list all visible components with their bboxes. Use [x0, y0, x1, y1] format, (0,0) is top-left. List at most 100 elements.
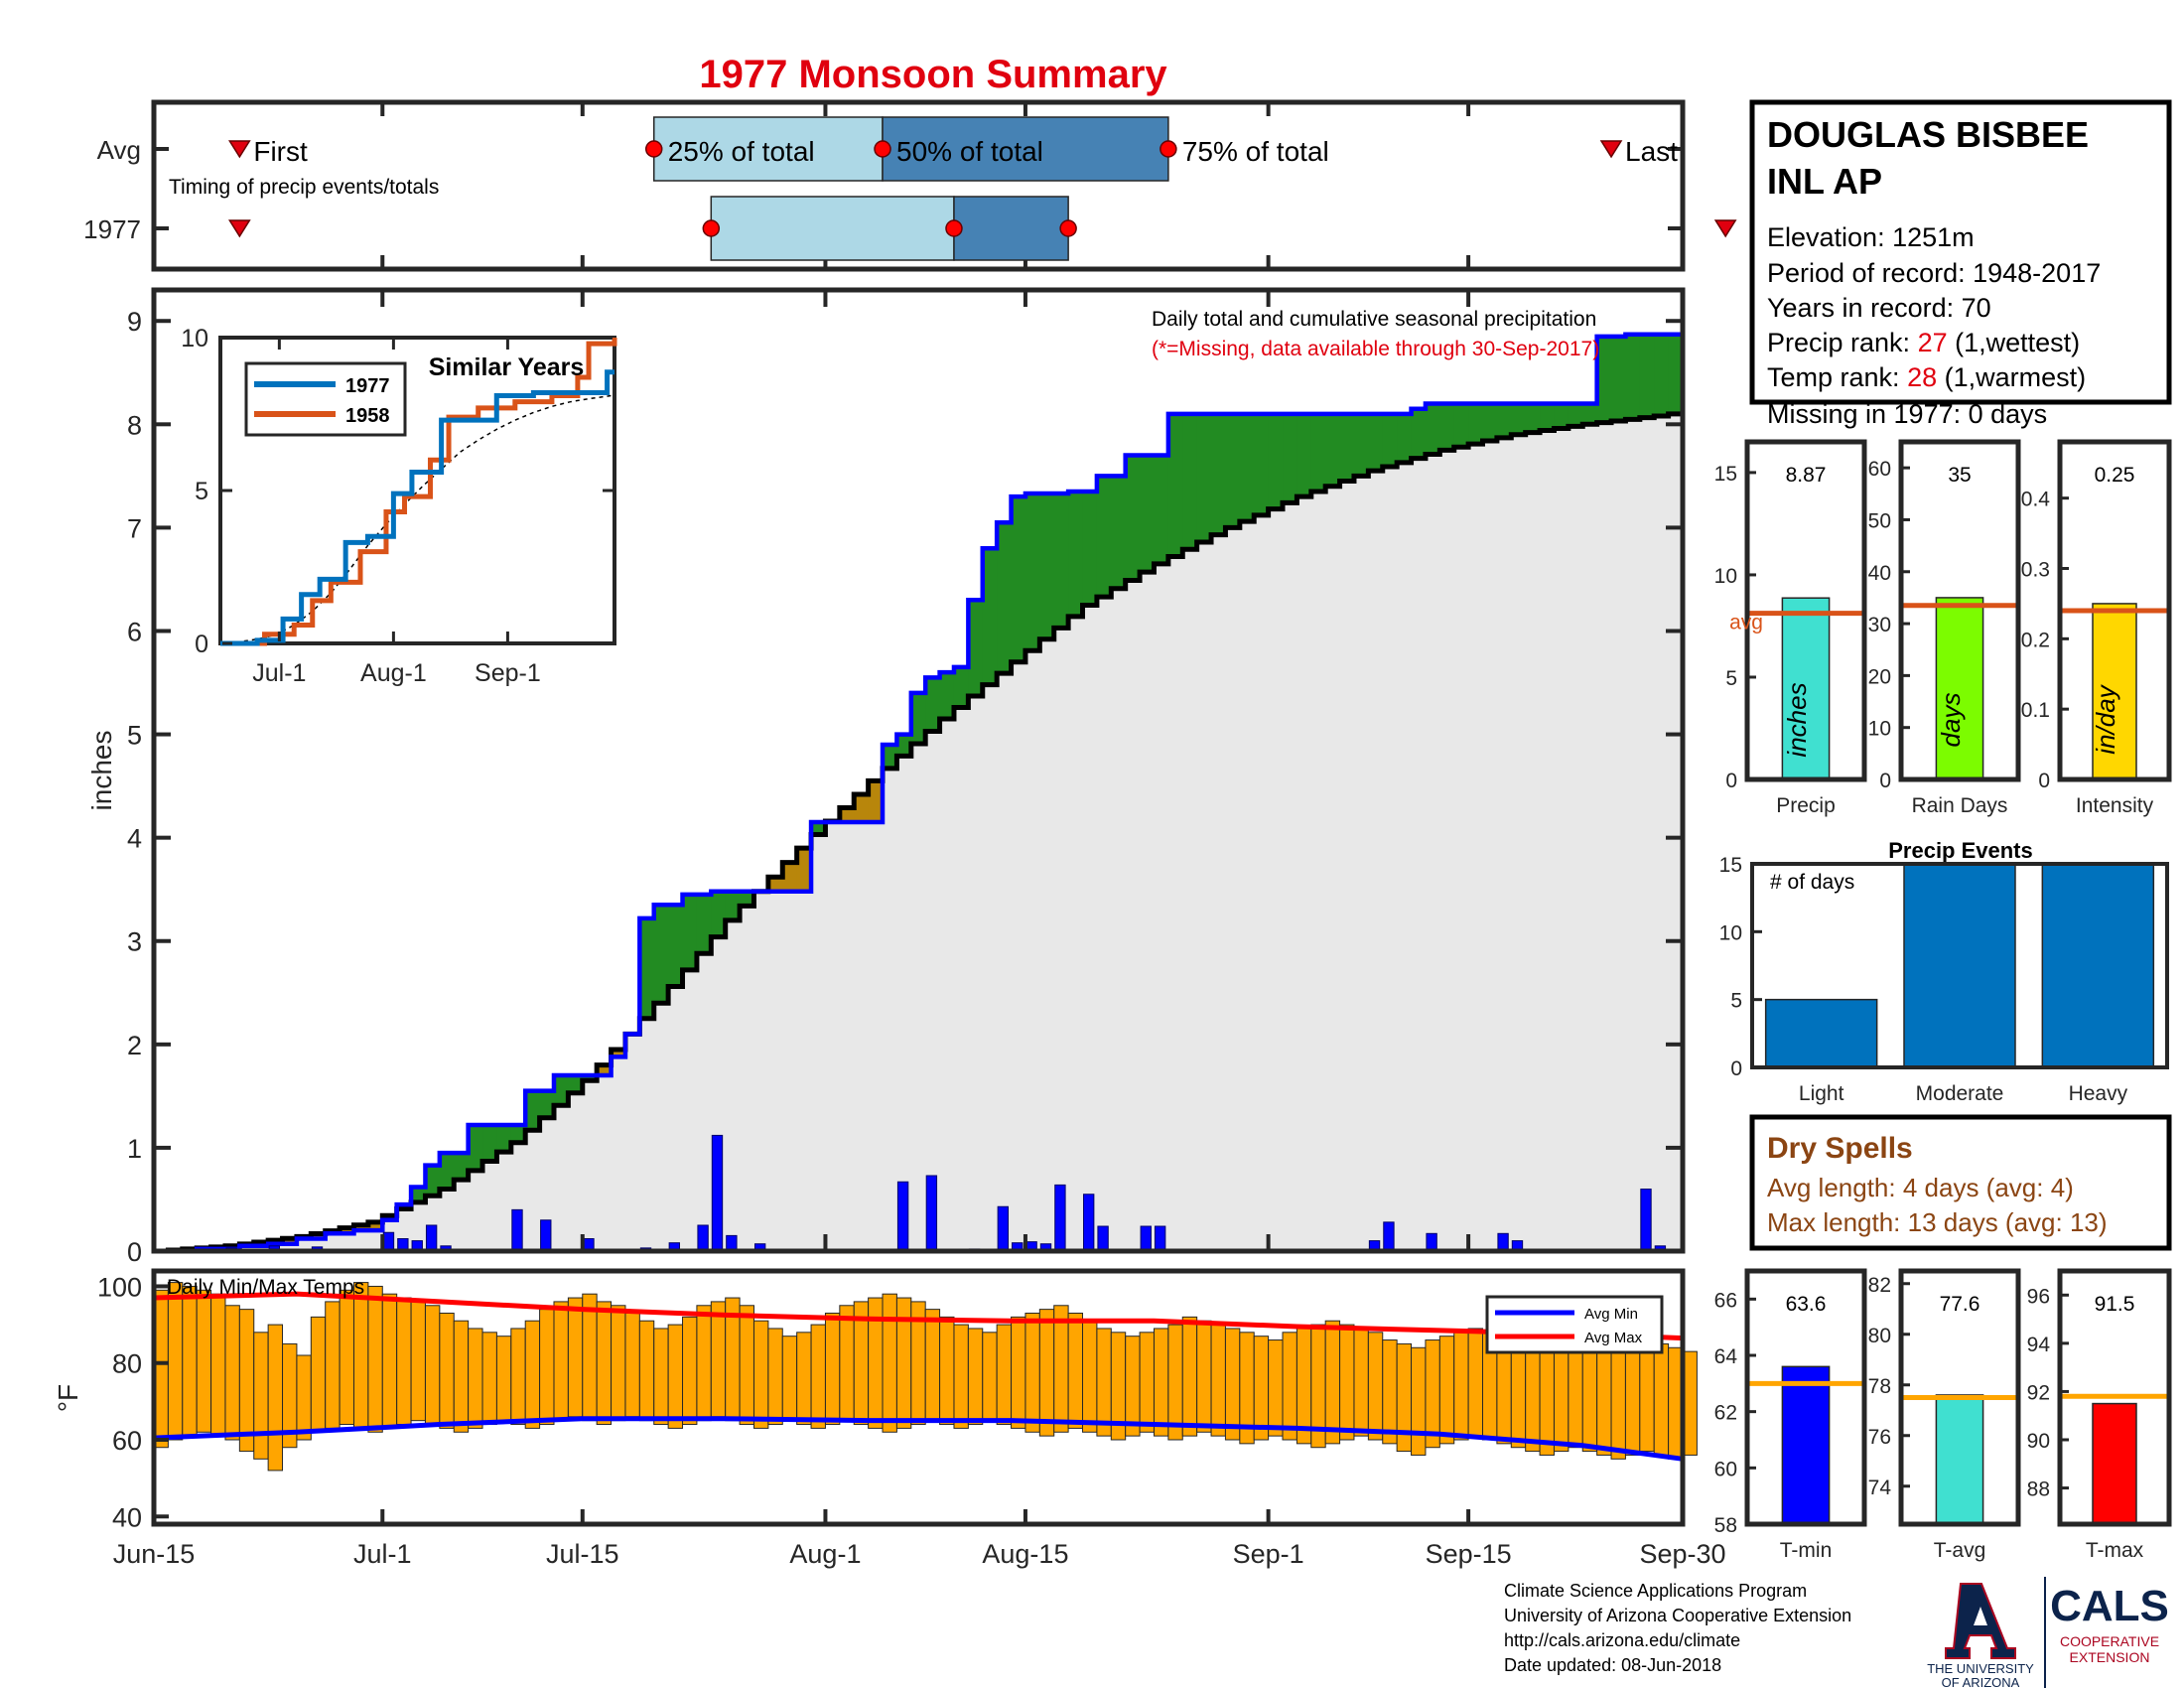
wetter-than-avg-segment — [1254, 413, 1270, 515]
timing-row-year-label: 1977 — [83, 214, 141, 244]
daily-temp-range-bar — [1639, 1339, 1655, 1453]
precip-total-unit: inches — [1782, 682, 1812, 757]
daily-temp-range-bar — [696, 1305, 712, 1422]
wetter-than-avg-segment — [682, 894, 698, 970]
wetter-than-avg-segment — [982, 548, 998, 685]
daily-temp-range-bar — [296, 1354, 312, 1441]
daily-temp-range-bar — [210, 1293, 226, 1437]
wetter-than-avg-segment — [1353, 413, 1369, 477]
daily-temp-range-bar — [267, 1324, 284, 1472]
wetter-than-avg-segment — [1397, 413, 1413, 463]
precip-series — [154, 332, 1686, 1254]
daily-temp-range-bar — [510, 1328, 526, 1426]
wetter-than-avg-segment — [668, 905, 684, 987]
timing-box-25-50 — [652, 116, 884, 182]
intensity-tick-label: 0.3 — [2021, 559, 2050, 582]
daily-temp-range-bar — [468, 1328, 483, 1429]
daily-precip-bar — [896, 1181, 909, 1252]
daily-precip-bar — [1497, 1232, 1509, 1252]
wetter-than-avg-segment — [1339, 413, 1355, 482]
temp-y-tick-label: 80 — [112, 1349, 142, 1379]
wetter-than-avg-segment — [910, 692, 926, 744]
intensity-value: 0.25 — [2095, 464, 2135, 487]
cals-wordmark: CALS — [2050, 1582, 2169, 1630]
precip-event-category: Heavy — [2069, 1082, 2128, 1105]
precip-total-tick-label: 10 — [1714, 565, 1737, 588]
drier-than-avg-segment — [282, 1238, 298, 1244]
temp-y-tick-label: 60 — [112, 1426, 142, 1456]
daily-temp-range-bar — [624, 1313, 640, 1418]
similar-years-axes: 0 5 10 Jul-1 Aug-1 Sep-1 — [181, 325, 613, 687]
daily-temp-range-bar — [953, 1324, 969, 1429]
t-avg-tick-label: 80 — [1868, 1325, 1891, 1347]
station-elevation: Elevation: 1251m — [1767, 222, 1975, 252]
wetter-than-avg-segment — [896, 734, 912, 757]
wetter-than-avg-segment — [1310, 413, 1326, 492]
daily-temp-range-bar — [1053, 1305, 1069, 1433]
daily-temp-range-bar — [352, 1282, 369, 1429]
wetter-than-avg-segment — [1540, 403, 1556, 431]
t-avg-tick-label: 78 — [1868, 1375, 1891, 1398]
drier-than-avg-segment — [367, 1221, 383, 1231]
daily-temp-range-bar — [796, 1332, 812, 1426]
timing-panel: Avg 1977 Timing of precip events/totals … — [83, 99, 1737, 272]
daily-temp-range-bar — [1210, 1324, 1226, 1437]
daily-temp-range-bar — [539, 1309, 555, 1426]
intensity-tick-label: 0.4 — [2021, 489, 2051, 511]
drier-than-avg-segment — [839, 807, 855, 823]
temp-y-tick-label: 100 — [97, 1272, 142, 1302]
precip-stat-bars: inches 0 5 10 15 8.87 Precip avg days 0 10 20 30 40 50… — [1714, 439, 2172, 817]
timing-percentile-marker — [1160, 140, 1177, 158]
wetter-than-avg-segment — [1325, 413, 1341, 487]
date-tick-label: Sep-15 — [1426, 1539, 1512, 1569]
rain-days-unit: days — [1936, 693, 1966, 748]
t-avg-tick-label: 82 — [1868, 1274, 1891, 1297]
drier-than-avg-segment — [854, 793, 870, 823]
daily-temp-range-bar — [1082, 1320, 1098, 1433]
wetter-than-avg-segment — [510, 1125, 526, 1143]
timing-box-50-75 — [953, 196, 1069, 261]
daily-temp-range-bar — [253, 1332, 269, 1460]
wetter-than-avg-segment — [1297, 413, 1312, 497]
wetter-than-avg-segment — [1167, 413, 1183, 557]
daily-precip-bar — [1140, 1225, 1152, 1252]
timing-event-marker — [228, 140, 251, 159]
daily-temp-range-bar — [1581, 1339, 1598, 1453]
footer-line2: University of Arizona Cooperative Extens… — [1504, 1606, 1851, 1625]
wetter-than-avg-segment — [553, 1075, 569, 1106]
similar-years-series — [219, 338, 617, 646]
wetter-than-avg-segment — [925, 677, 941, 732]
daily-temp-range-bar — [824, 1313, 841, 1426]
station-name-line2: INL AP — [1767, 161, 1882, 202]
wetter-than-avg-segment — [1611, 336, 1627, 421]
wetter-than-avg-segment — [1596, 336, 1612, 423]
precip-note: Daily total and cumulative seasonal prec… — [1152, 308, 1596, 331]
daily-precip-bar — [1054, 1184, 1066, 1252]
wetter-than-avg-segment — [1453, 403, 1469, 448]
t-max-tick-label: 90 — [2027, 1430, 2050, 1453]
daily-temp-range-bar — [710, 1301, 727, 1418]
footer-url: http://cals.arizona.edu/climate — [1504, 1630, 1740, 1650]
avg-min-line — [153, 1416, 1684, 1462]
rain-days-tick-label: 40 — [1868, 562, 1891, 585]
intensity-label: Intensity — [2076, 794, 2154, 817]
t-avg-bar — [1935, 1394, 1984, 1525]
daily-temp-range-bar — [982, 1332, 998, 1422]
footer-line1: Climate Science Applications Program — [1504, 1581, 1807, 1601]
daily-temp-range-bar — [1282, 1332, 1297, 1441]
rain-days-tick-label: 10 — [1868, 718, 1891, 741]
wetter-than-avg-segment — [1668, 334, 1684, 414]
timing-percentile-marker — [702, 219, 721, 237]
wetter-than-avg-segment — [525, 1090, 541, 1131]
wetter-than-avg-segment — [811, 822, 827, 835]
station-name-line1: DOUGLAS BISBEE — [1767, 114, 2089, 155]
wetter-than-avg-segment — [1283, 413, 1298, 503]
ua-text-2: OF ARIZONA — [1942, 1675, 2020, 1688]
precip-events-tick-label: 15 — [1719, 854, 1742, 877]
daily-temp-range-bar — [1339, 1324, 1355, 1441]
ua-text-1: THE UNIVERSITY — [1927, 1661, 2034, 1676]
wetter-than-avg-segment — [1582, 403, 1598, 425]
intensity-unit: in/day — [2091, 683, 2120, 754]
daily-temp-range-bar — [410, 1301, 426, 1422]
daily-temp-range-bar — [424, 1305, 441, 1426]
